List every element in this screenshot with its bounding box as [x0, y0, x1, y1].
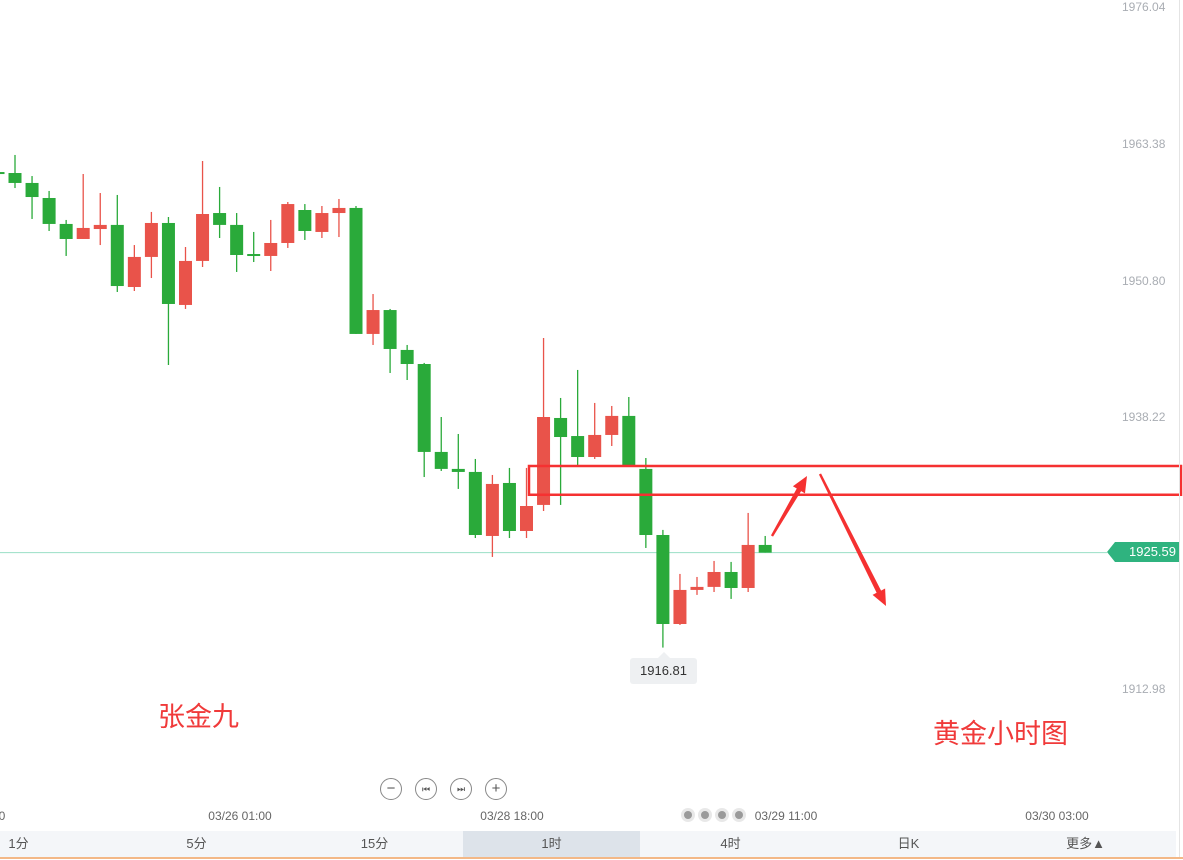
tab-1min[interactable]: 1分 [8, 836, 29, 851]
candle-body [724, 571, 738, 588]
x-tick-label: 03/28 18:00 [480, 809, 544, 823]
candle-body [588, 434, 602, 458]
step-forward-button[interactable]: ⏭ [450, 778, 472, 800]
y-tick-label: 1950.80 [1122, 274, 1166, 288]
tab-more[interactable]: 更多▲ [1066, 836, 1105, 851]
tab-1hour[interactable]: 1时 [463, 831, 640, 857]
x-tick-label: 03/29 11:00 [754, 809, 818, 823]
arrow-down-icon [818, 473, 886, 606]
candle-body [349, 207, 363, 334]
candle-body [366, 310, 380, 334]
candle-body [451, 468, 465, 472]
candle-body [144, 222, 158, 257]
loading-dot-icon [715, 808, 729, 822]
low-price-label: 1916.81 [630, 652, 697, 684]
candle-body [161, 222, 175, 304]
x-tick-label: 0 [0, 809, 6, 823]
candle-body [0, 172, 5, 175]
timeframe-tabs: 1分 5分 15分 1时 4时 日K 更多▲ [0, 831, 1176, 857]
tab-4hour[interactable]: 4时 [720, 836, 741, 851]
minus-icon: − [386, 780, 396, 797]
skip-back-icon: ⏮ [421, 784, 431, 794]
candle-body [639, 468, 653, 535]
candle-body [110, 224, 124, 287]
candle-body [434, 451, 448, 469]
y-tick-label: 1976.04 [1122, 0, 1166, 14]
candle-body [554, 417, 568, 438]
y-tick-label: 1938.22 [1122, 410, 1166, 424]
candle-body [707, 571, 721, 587]
candle-body [264, 242, 278, 256]
candle-body [127, 256, 141, 288]
candle-body [8, 173, 22, 183]
loading-dot-icon [681, 808, 695, 822]
candle-body [315, 213, 329, 232]
skip-forward-icon: ⏭ [456, 784, 466, 794]
y-tick-label: 1963.38 [1122, 137, 1166, 151]
arrow-up-icon [770, 476, 807, 537]
bottom-border [0, 857, 1183, 859]
tab-daily[interactable]: 日K [897, 836, 920, 851]
candle-body [400, 349, 414, 365]
candle-body [468, 471, 482, 535]
x-tick-label: 03/30 03:00 [1025, 809, 1089, 823]
candle-body [417, 364, 431, 452]
candle-body [42, 197, 56, 224]
candle-body [76, 227, 90, 239]
candle-body [25, 182, 39, 198]
candle-body [622, 415, 636, 467]
candle-body [59, 223, 73, 239]
current-price-tag: 1925.59 [1107, 542, 1180, 562]
candle-body [93, 224, 107, 230]
candle-body [502, 482, 516, 531]
candle-body [605, 415, 619, 435]
tab-5min[interactable]: 5分 [186, 836, 207, 851]
candle-body [383, 310, 397, 349]
candle-body [673, 589, 687, 625]
plus-icon: + [491, 780, 501, 797]
candle-body [741, 544, 755, 588]
y-tick-label: 1912.98 [1122, 682, 1166, 696]
candle-body [247, 254, 261, 257]
zoom-out-button[interactable]: − [380, 778, 402, 800]
step-back-button[interactable]: ⏮ [415, 778, 437, 800]
tab-15min[interactable]: 15分 [360, 836, 389, 851]
candle-body [520, 506, 533, 531]
resistance-zone-box [527, 464, 1183, 497]
candle-body [298, 209, 312, 231]
candle-body [758, 544, 772, 553]
candle-body [571, 436, 585, 458]
candle-body [690, 586, 704, 590]
candle-body [332, 207, 346, 214]
right-border [1179, 0, 1180, 858]
candle-body [485, 483, 499, 536]
candle-body [537, 417, 551, 505]
candle-body [179, 260, 192, 305]
chart-caption-annotation: 黄金小时图 [933, 719, 1068, 749]
candle-body [196, 214, 210, 261]
author-annotation: 张金九 [158, 702, 239, 732]
x-tick-label: 03/26 01:00 [208, 809, 272, 823]
candle-body [230, 224, 244, 255]
loading-dot-icon [732, 808, 746, 822]
loading-dot-icon [698, 808, 712, 822]
zoom-in-button[interactable]: + [485, 778, 507, 800]
candle-body [213, 213, 227, 225]
candle-body [281, 204, 295, 243]
candle-body [656, 534, 670, 625]
